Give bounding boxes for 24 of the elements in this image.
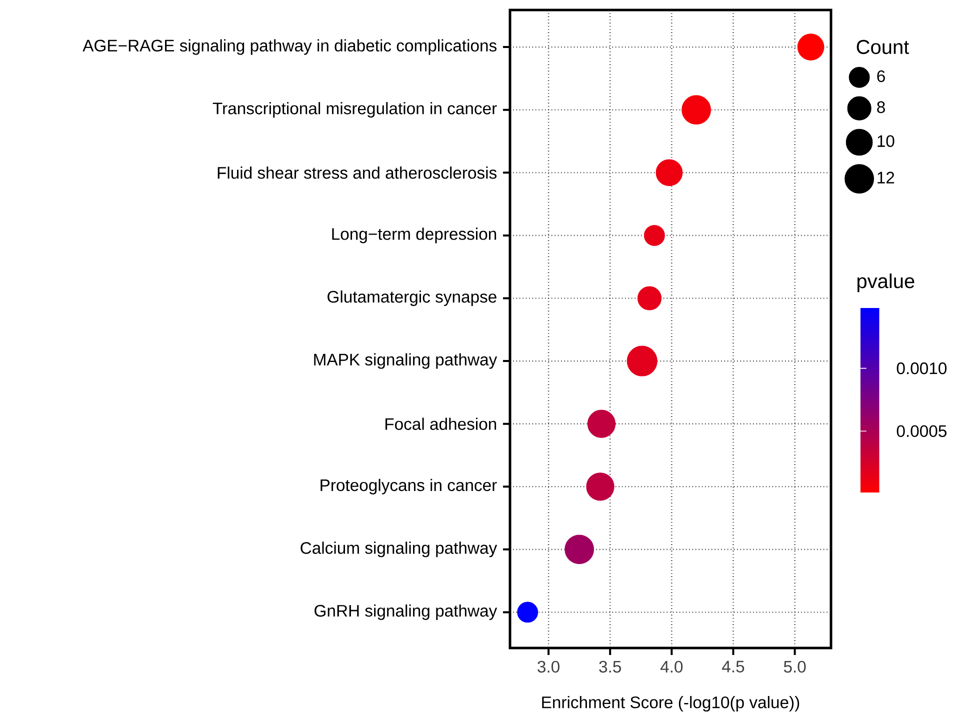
y-tick-label: Calcium signaling pathway [300, 542, 498, 558]
color-bar-label: 0.0005 [896, 425, 946, 438]
y-tick-label: Long−term depression [332, 228, 496, 244]
x-tick-label: 3.5 [599, 660, 621, 673]
y-tick-label: Focal adhesion [386, 418, 496, 430]
x-axis-title: Enrichment Score (-log10(p value)) [542, 696, 800, 712]
legend-label: 6 [877, 70, 885, 82]
legend-label: 8 [877, 101, 885, 114]
y-tick-label: MAPK signaling pathway [314, 353, 498, 369]
x-tick-label: 4.5 [722, 660, 744, 672]
y-tick-label: Fluid shear stress and atherosclerosis [218, 166, 497, 179]
y-tick-label: Proteoglycans in cancer [320, 478, 497, 494]
y-tick-label: AGE−RAGE signaling pathway in diabetic complications [82, 39, 497, 55]
legend-label: 12 [878, 172, 894, 184]
x-tick-label: 4.0 [660, 660, 683, 673]
y-tick-label: GnRH signaling pathway [314, 604, 498, 620]
legend-title: Count [856, 40, 910, 54]
color-bar-title: pvalue [858, 274, 914, 292]
x-tick-label: 5.0 [784, 660, 806, 673]
y-tick-label: Glutamatergic synapse [328, 290, 496, 306]
x-tick-label: 3.0 [538, 660, 560, 673]
color-bar-label: 0.0010 [896, 362, 947, 374]
y-tick-label: Transcriptional misregulation in cancer [212, 102, 497, 118]
legend-label: 10 [878, 135, 894, 147]
